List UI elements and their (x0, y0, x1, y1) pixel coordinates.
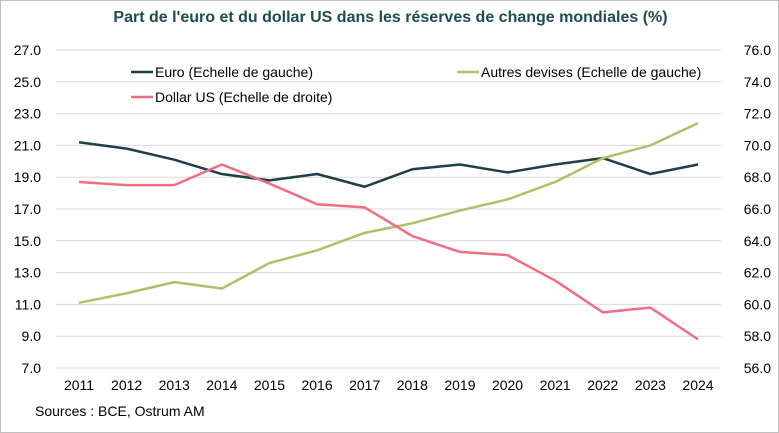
right-tick-label: 62.0 (744, 265, 771, 281)
left-tick-label: 9.0 (22, 328, 42, 344)
x-tick-label: 2017 (349, 377, 380, 393)
right-tick-label: 60.0 (744, 296, 771, 312)
x-tick-label: 2024 (682, 377, 713, 393)
x-tick-label: 2016 (301, 377, 332, 393)
series-line (78, 122, 699, 305)
chart-title: Part de l'euro et du dollar US dans les … (113, 9, 668, 26)
series-line (78, 163, 699, 341)
legend-label: Autres devises (Echelle de gauche) (481, 64, 701, 80)
x-tick-label: 2019 (444, 377, 475, 393)
right-tick-label: 72.0 (744, 106, 771, 122)
left-tick-label: 15.0 (14, 233, 41, 249)
left-tick-label: 27.0 (14, 42, 41, 58)
left-tick-label: 23.0 (14, 106, 41, 122)
legend-label: Euro (Echelle de gauche) (155, 64, 313, 80)
left-tick-label: 7.0 (22, 360, 42, 376)
left-tick-label: 11.0 (15, 296, 41, 312)
x-tick-label: 2023 (635, 377, 666, 393)
left-tick-label: 21.0 (14, 137, 41, 153)
x-tick-label: 2020 (492, 377, 523, 393)
x-tick-label: 2014 (206, 377, 237, 393)
x-tick-label: 2015 (254, 377, 285, 393)
right-tick-label: 64.0 (744, 233, 771, 249)
right-tick-label: 68.0 (744, 169, 771, 185)
left-tick-label: 25.0 (14, 74, 41, 90)
x-tick-label: 2011 (64, 377, 94, 393)
right-tick-label: 56.0 (744, 360, 771, 376)
right-tick-label: 58.0 (744, 328, 771, 344)
right-tick-label: 66.0 (744, 201, 771, 217)
right-tick-label: 70.0 (744, 137, 771, 153)
right-tick-label: 74.0 (744, 74, 771, 90)
legend-label: Dollar US (Echelle de droite) (155, 89, 332, 105)
left-tick-label: 19.0 (14, 169, 41, 185)
x-tick-label: 2018 (397, 377, 428, 393)
x-tick-label: 2013 (159, 377, 190, 393)
left-tick-label: 13.0 (14, 265, 41, 281)
x-tick-label: 2021 (540, 377, 571, 393)
left-tick-label: 17.0 (14, 201, 41, 217)
x-tick-label: 2012 (111, 377, 142, 393)
x-tick-label: 2022 (587, 377, 618, 393)
right-tick-label: 76.0 (744, 42, 771, 58)
source-note: Sources : BCE, Ostrum AM (35, 403, 205, 419)
series-line (78, 140, 699, 188)
